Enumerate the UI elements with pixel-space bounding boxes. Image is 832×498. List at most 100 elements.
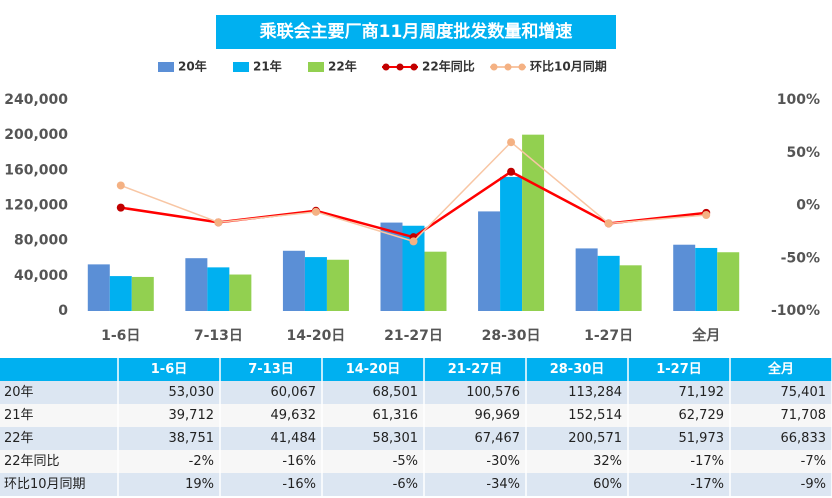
y-tick-label: 0: [58, 303, 68, 319]
legend-marker: [504, 63, 512, 71]
table-header: 14-20日: [346, 362, 401, 377]
table-cell: 66,833: [781, 431, 827, 446]
table-cell: -17%: [690, 454, 724, 469]
table-row-label: 21年: [4, 408, 34, 423]
x-tick-label: 全月: [691, 327, 720, 344]
legend-label: 22年: [328, 59, 357, 74]
x-tick-label: 1-6日: [101, 328, 140, 344]
table-cell: 67,467: [475, 431, 521, 446]
table-header: 28-30日: [550, 362, 605, 377]
y-tick-label: 40,000: [14, 268, 68, 284]
y-tick-label: 200,000: [4, 127, 68, 143]
bar: [717, 252, 740, 311]
y2-tick-label: -50%: [781, 250, 820, 266]
legend-label: 环比10月同期: [530, 59, 607, 74]
bar: [131, 276, 154, 311]
legend-swatch: [233, 62, 249, 72]
table-cell: 41,484: [271, 431, 317, 446]
table-cell: 113,284: [568, 385, 622, 400]
table-cell: 32%: [593, 454, 622, 469]
x-tick-label: 21-27日: [384, 328, 443, 344]
bar: [185, 258, 208, 311]
table-cell: -30%: [486, 454, 520, 469]
point: [507, 167, 516, 176]
y2-tick-label: 100%: [777, 92, 820, 108]
table-row-label: 环比10月同期: [4, 477, 86, 492]
y2-tick-label: 50%: [786, 145, 820, 161]
table-row-label: 22年: [4, 431, 34, 446]
table-cell: -17%: [690, 477, 724, 492]
table-cell: 68,501: [373, 385, 419, 400]
bar: [522, 134, 545, 311]
table-header: 全月: [767, 361, 794, 377]
legend-label: 21年: [253, 59, 282, 74]
bar: [424, 251, 447, 311]
table-row-bg: [0, 427, 832, 450]
table-row-bg: [0, 404, 832, 427]
bar: [109, 276, 132, 311]
point: [604, 219, 613, 228]
bar: [326, 259, 349, 311]
table-cell: -5%: [393, 454, 418, 469]
y2-tick-label: -100%: [771, 303, 820, 319]
chart-title: 乘联会主要厂商11月周度批发数量和增速: [259, 21, 573, 42]
table-row-bg: [0, 381, 832, 404]
legend-swatch: [308, 62, 324, 72]
table-cell: 100,576: [466, 385, 520, 400]
bar: [478, 211, 501, 311]
x-tick-label: 14-20日: [287, 328, 346, 344]
table-row-bg: [0, 473, 832, 496]
legend-swatch: [158, 62, 174, 72]
table-cell: 75,401: [781, 385, 827, 400]
legend-marker: [490, 63, 498, 71]
point: [311, 207, 320, 216]
table-cell: 49,632: [271, 408, 317, 423]
table-row-label: 20年: [4, 385, 34, 400]
legend-marker: [410, 63, 418, 71]
table-cell: 71,708: [781, 408, 827, 423]
bar: [380, 222, 403, 311]
table-cell: -6%: [393, 477, 418, 492]
y-tick-label: 160,000: [4, 162, 68, 178]
table-cell: -9%: [801, 477, 826, 492]
bar: [229, 274, 252, 311]
table-cell: 53,030: [169, 385, 215, 400]
x-tick-label: 7-13日: [194, 328, 243, 344]
bar: [695, 247, 718, 311]
table-cell: -16%: [282, 454, 316, 469]
title-box: [216, 15, 616, 49]
bar: [597, 255, 620, 311]
legend-marker: [518, 63, 526, 71]
table-row-bg: [0, 450, 832, 473]
table-cell: 38,751: [169, 431, 215, 446]
point: [116, 203, 125, 212]
table-cell: 58,301: [373, 431, 419, 446]
bar: [87, 264, 110, 311]
point: [409, 237, 418, 246]
legend-marker: [396, 63, 404, 71]
bar: [619, 265, 642, 311]
table-cell: -7%: [801, 454, 826, 469]
bar: [575, 248, 598, 311]
point: [702, 210, 711, 219]
table-cell: 19%: [185, 477, 214, 492]
y-tick-label: 240,000: [4, 92, 68, 108]
point: [507, 138, 516, 147]
y2-tick-label: 0%: [796, 198, 820, 214]
table-header: 1-6日: [151, 362, 188, 377]
legend-marker: [382, 63, 390, 71]
bar: [500, 176, 523, 311]
table-cell: 60%: [593, 477, 622, 492]
table-header: 7-13日: [248, 362, 294, 377]
table-cell: 200,571: [568, 431, 622, 446]
table-header-bg: [0, 358, 832, 381]
table-cell: 96,969: [475, 408, 521, 423]
bar: [402, 225, 425, 311]
table-cell: -16%: [282, 477, 316, 492]
y-tick-label: 120,000: [4, 198, 68, 214]
bar: [673, 244, 696, 311]
x-tick-label: 28-30日: [482, 328, 541, 344]
table-cell: 51,973: [679, 431, 725, 446]
